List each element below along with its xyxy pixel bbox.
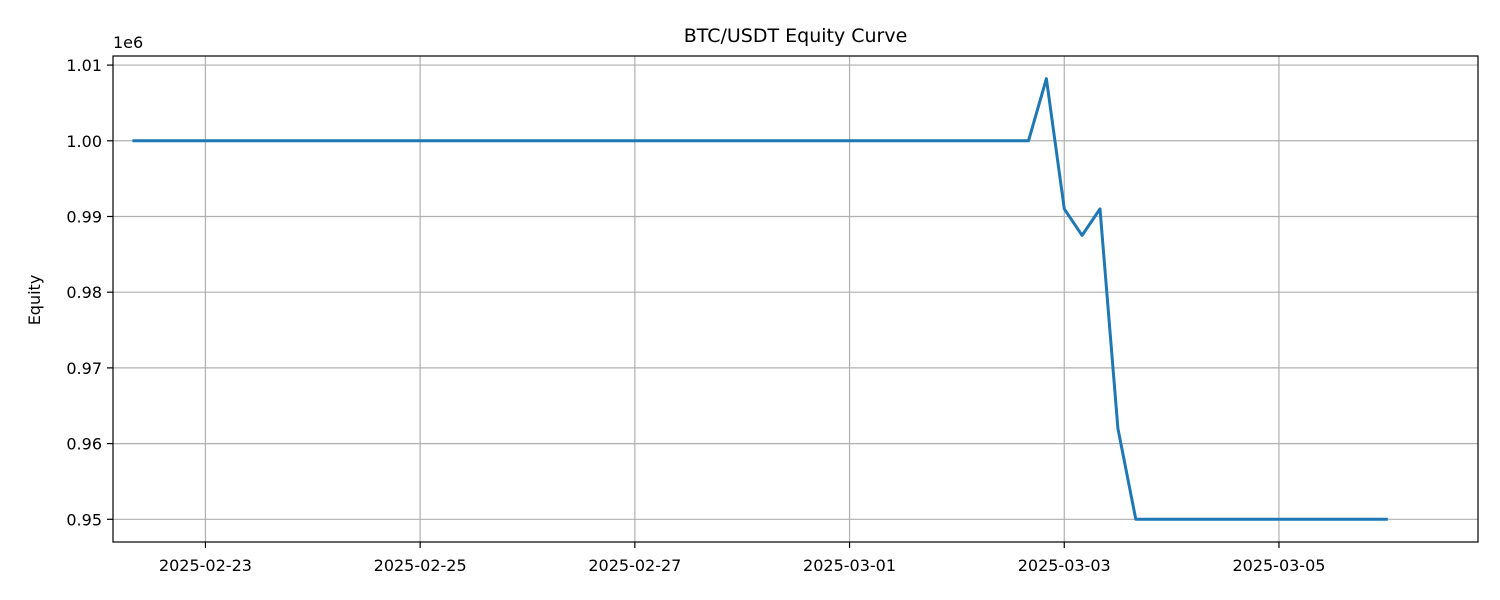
y-axis: 0.95 0.96 0.97 0.98 0.99 1.00 1.01	[66, 56, 113, 529]
plot-frame	[112, 55, 1479, 543]
y-tick-label: 1.01	[66, 56, 102, 75]
x-tick-label: 2025-03-03	[1018, 556, 1111, 575]
y-tick-label: 0.97	[66, 359, 102, 378]
chart-title: BTC/USDT Equity Curve	[684, 25, 908, 47]
x-axis: 2025-02-23 2025-02-25 2025-02-27 2025-03-01…	[159, 542, 1325, 575]
y-tick-label: 0.99	[66, 207, 102, 226]
x-tick-label: 2025-02-23	[159, 556, 252, 575]
y-tick-label: 0.95	[66, 510, 102, 529]
y-axis-offset-label: 1e6	[113, 33, 143, 52]
y-tick-label: 0.96	[66, 435, 102, 454]
equity-series-line	[132, 77, 1388, 521]
x-tick-label: 2025-03-05	[1232, 556, 1325, 575]
x-tick-label: 2025-03-01	[803, 556, 896, 575]
y-tick-label: 0.98	[66, 283, 102, 302]
x-tick-label: 2025-02-27	[588, 556, 681, 575]
series-layer	[132, 77, 1388, 521]
y-tick-label: 1.00	[66, 132, 102, 151]
x-tick-label: 2025-02-25	[374, 556, 467, 575]
y-axis-label: Equity	[25, 275, 44, 326]
